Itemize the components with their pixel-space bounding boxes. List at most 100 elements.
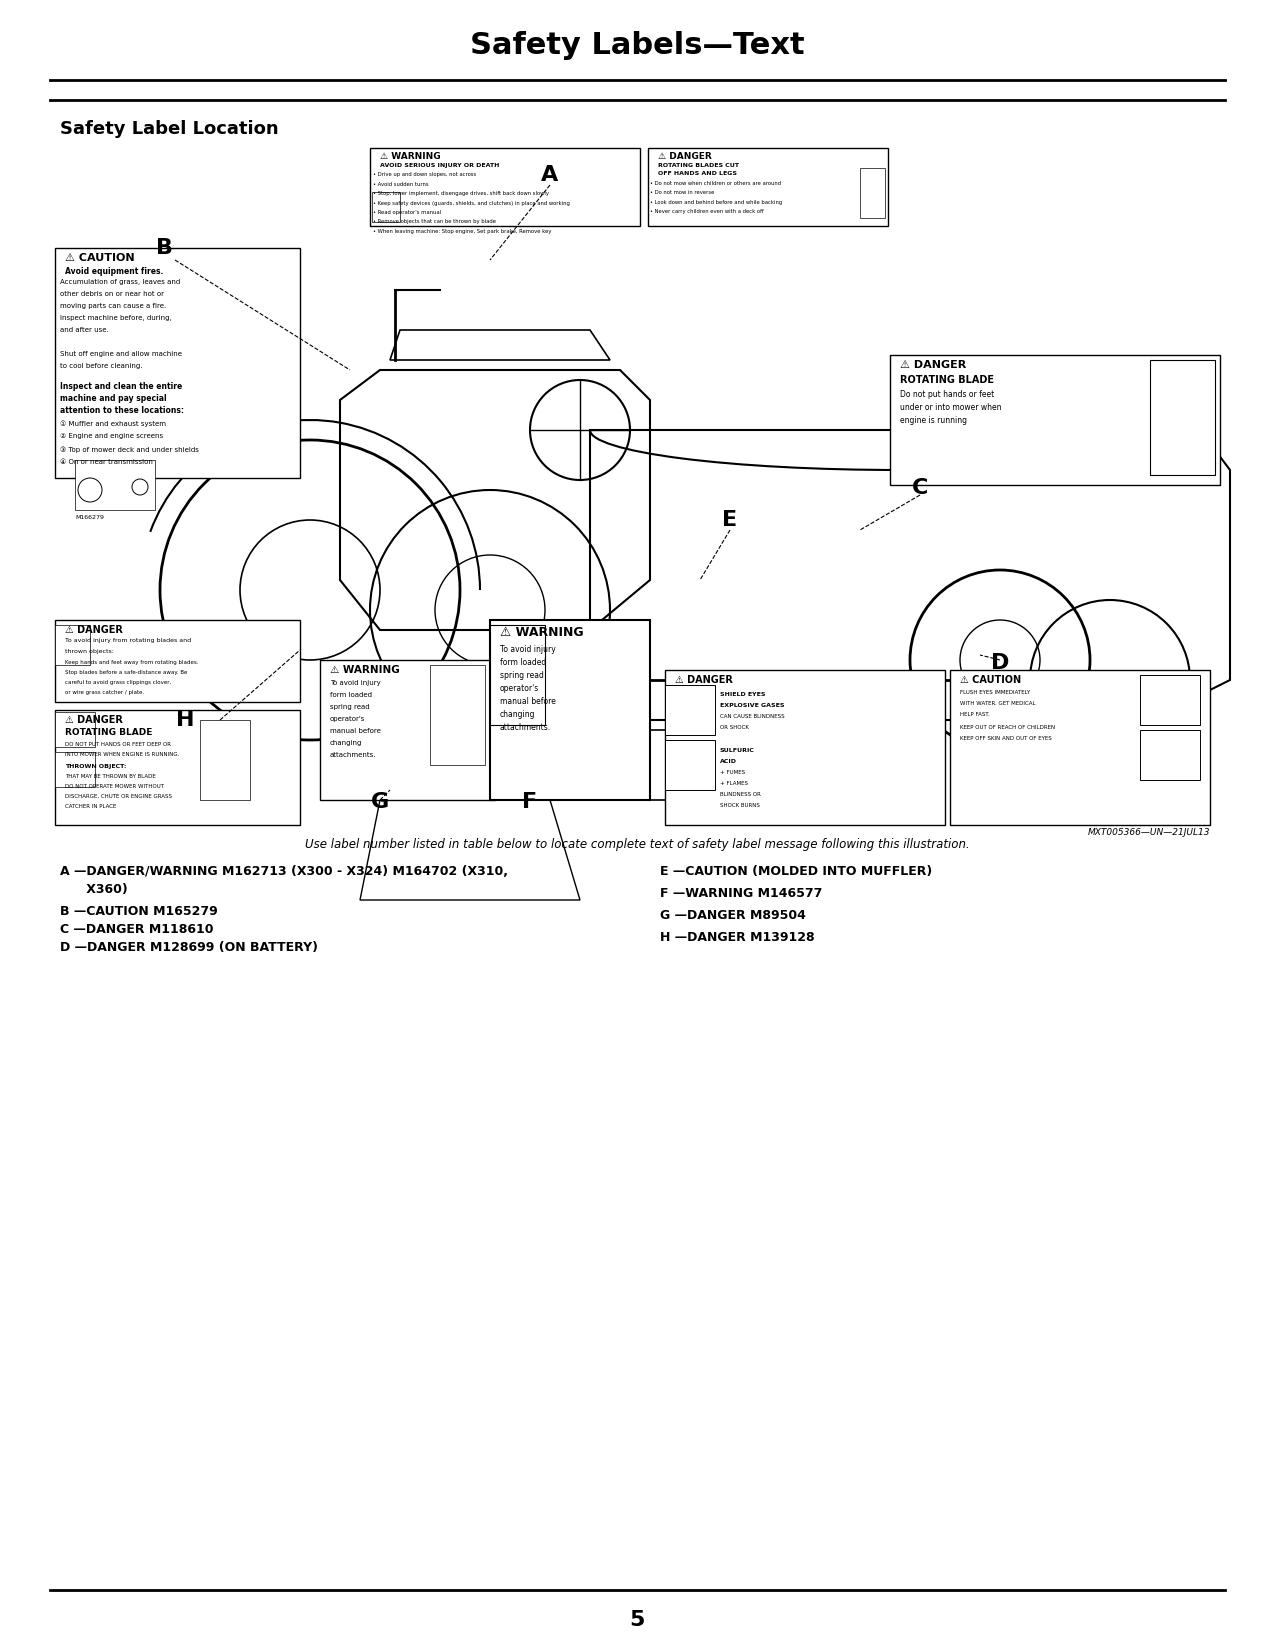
Bar [55, 248, 300, 478]
Text: Inspect machine before, during,: Inspect machine before, during, [60, 315, 172, 322]
Bar [55, 710, 300, 825]
Text: THROWN OBJECT:: THROWN OBJECT: [65, 764, 126, 769]
Text: ⚠ DANGER: ⚠ DANGER [900, 360, 966, 370]
Text: attachments.: attachments. [500, 723, 551, 733]
Text: ② Engine and engine screens: ② Engine and engine screens [60, 432, 163, 439]
Bar [950, 670, 1210, 825]
Text: + FLAMES: + FLAMES [720, 780, 748, 785]
Text: • Look down and behind before and while backing: • Look down and behind before and while … [650, 200, 783, 205]
Text: INTO MOWER WHEN ENGINE IS RUNNING.: INTO MOWER WHEN ENGINE IS RUNNING. [65, 752, 180, 757]
Bar [666, 685, 715, 734]
Text: ③ Top of mower deck and under shields: ③ Top of mower deck and under shields [60, 446, 199, 452]
Text: • Stop, lower implement, disengage drives, shift back down slowly: • Stop, lower implement, disengage drive… [374, 191, 550, 196]
Bar [1150, 360, 1215, 475]
Text: SULFURIC: SULFURIC [720, 747, 755, 752]
Text: To avoid injury from rotating blades and: To avoid injury from rotating blades and [65, 639, 191, 644]
Text: B: B [157, 238, 173, 257]
Text: SHIELD EYES: SHIELD EYES [720, 691, 765, 696]
Text: Safety Labels—Text: Safety Labels—Text [469, 30, 805, 59]
Text: changing: changing [500, 710, 536, 719]
Text: KEEP OUT OF REACH OF CHILDREN: KEEP OUT OF REACH OF CHILDREN [960, 724, 1056, 729]
Text: changing: changing [330, 739, 362, 746]
Text: • When leaving machine: Stop engine, Set park brake, Remove key: • When leaving machine: Stop engine, Set… [374, 229, 552, 234]
Text: A: A [542, 165, 558, 185]
Text: Accumulation of grass, leaves and: Accumulation of grass, leaves and [60, 279, 180, 285]
Bar [1140, 729, 1200, 780]
Text: CAN CAUSE BLINDNESS: CAN CAUSE BLINDNESS [720, 714, 784, 719]
Text: engine is running: engine is running [900, 416, 966, 426]
Text: ⚠ CAUTION: ⚠ CAUTION [65, 252, 135, 262]
Text: G: G [371, 792, 389, 812]
Text: E: E [723, 510, 737, 530]
Text: THAT MAY BE THROWN BY BLADE: THAT MAY BE THROWN BY BLADE [65, 774, 156, 779]
Text: operator's: operator's [330, 716, 366, 723]
Text: Stop blades before a safe-distance away. Be: Stop blades before a safe-distance away.… [65, 670, 187, 675]
Text: EXPLOSIVE GASES: EXPLOSIVE GASES [720, 703, 784, 708]
Bar [55, 620, 300, 701]
Text: form loaded: form loaded [330, 691, 372, 698]
Text: A —DANGER/WARNING M162713 (X300 - X324) M164702 (X310,: A —DANGER/WARNING M162713 (X300 - X324) … [60, 865, 507, 878]
Bar [55, 752, 96, 787]
Text: HELP FAST.: HELP FAST. [960, 713, 989, 718]
Text: DO NOT PUT HANDS OR FEET DEEP OR: DO NOT PUT HANDS OR FEET DEEP OR [65, 742, 171, 747]
Text: DISCHARGE, CHUTE OR ENGINE GRASS: DISCHARGE, CHUTE OR ENGINE GRASS [65, 794, 172, 799]
Text: ACID: ACID [720, 759, 737, 764]
Bar [490, 620, 650, 800]
Text: To avoid injury: To avoid injury [330, 680, 381, 686]
Text: B —CAUTION M165279: B —CAUTION M165279 [60, 904, 218, 917]
Text: • Never carry children even with a deck off: • Never carry children even with a deck … [650, 210, 764, 215]
Text: thrown objects:: thrown objects: [65, 648, 113, 653]
Bar [648, 148, 887, 226]
Text: careful to avoid grass clippings clover,: careful to avoid grass clippings clover, [65, 680, 171, 685]
Text: BLINDNESS OR: BLINDNESS OR [720, 792, 761, 797]
Text: and after use.: and after use. [60, 327, 108, 333]
Text: G —DANGER M89504: G —DANGER M89504 [660, 909, 806, 922]
Text: C —DANGER M118610: C —DANGER M118610 [60, 922, 213, 936]
Text: attention to these locations:: attention to these locations: [60, 406, 184, 416]
Text: Inspect and clean the entire: Inspect and clean the entire [60, 383, 182, 391]
Text: ⚠ DANGER: ⚠ DANGER [658, 152, 711, 162]
Bar [200, 719, 250, 800]
Text: E —CAUTION (MOLDED INTO MUFFLER): E —CAUTION (MOLDED INTO MUFFLER) [660, 865, 932, 878]
Text: C: C [912, 478, 928, 498]
Bar [490, 625, 544, 724]
Text: Use label number listed in table below to locate complete text of safety label m: Use label number listed in table below t… [305, 838, 969, 851]
Bar [55, 713, 96, 747]
Text: H —DANGER M139128: H —DANGER M139128 [660, 931, 815, 944]
Text: under or into mower when: under or into mower when [900, 403, 1001, 412]
Text: to cool before cleaning.: to cool before cleaning. [60, 363, 143, 370]
Text: To avoid injury: To avoid injury [500, 645, 556, 653]
Text: F: F [523, 792, 538, 812]
Text: • Drive up and down slopes, not across: • Drive up and down slopes, not across [374, 172, 477, 177]
Text: ⚠ WARNING: ⚠ WARNING [330, 665, 400, 675]
Text: ⚠ DANGER: ⚠ DANGER [674, 675, 733, 685]
Bar [372, 191, 400, 223]
Text: • Remove objects that can be thrown by blade: • Remove objects that can be thrown by b… [374, 219, 496, 224]
Text: ⚠ DANGER: ⚠ DANGER [65, 625, 122, 635]
Text: WITH WATER. GET MEDICAL: WITH WATER. GET MEDICAL [960, 701, 1035, 706]
Text: ④ On or near transmission: ④ On or near transmission [60, 459, 153, 465]
Text: M166279: M166279 [75, 515, 105, 520]
Bar [370, 148, 640, 226]
Text: MXT005366—UN—21JUL13: MXT005366—UN—21JUL13 [1088, 828, 1210, 837]
Text: machine and pay special: machine and pay special [60, 394, 167, 403]
Text: SHOCK BURNS: SHOCK BURNS [720, 804, 760, 808]
Bar [666, 670, 945, 825]
Text: F —WARNING M146577: F —WARNING M146577 [660, 888, 822, 899]
Text: Avoid equipment fires.: Avoid equipment fires. [65, 267, 163, 276]
Text: manual before: manual before [500, 696, 556, 706]
Text: ⚠ WARNING: ⚠ WARNING [500, 625, 584, 639]
Text: H: H [176, 710, 194, 729]
Bar [1140, 675, 1200, 724]
Text: 5: 5 [630, 1610, 645, 1630]
Text: moving parts can cause a fire.: moving parts can cause a fire. [60, 304, 166, 309]
Text: D —DANGER M128699 (ON BATTERY): D —DANGER M128699 (ON BATTERY) [60, 940, 317, 954]
Text: Keep hands and feet away from rotating blades.: Keep hands and feet away from rotating b… [65, 660, 199, 665]
Text: other debris on or near hot or: other debris on or near hot or [60, 290, 164, 297]
Text: spring read: spring read [500, 672, 544, 680]
Text: Shut off engine and allow machine: Shut off engine and allow machine [60, 351, 182, 356]
Text: • Keep safety devices (guards, shields, and clutches) in place and working: • Keep safety devices (guards, shields, … [374, 201, 570, 206]
Text: + FUMES: + FUMES [720, 771, 745, 776]
Text: ROTATING BLADE: ROTATING BLADE [65, 728, 153, 738]
Text: ROTATING BLADE: ROTATING BLADE [900, 375, 994, 384]
